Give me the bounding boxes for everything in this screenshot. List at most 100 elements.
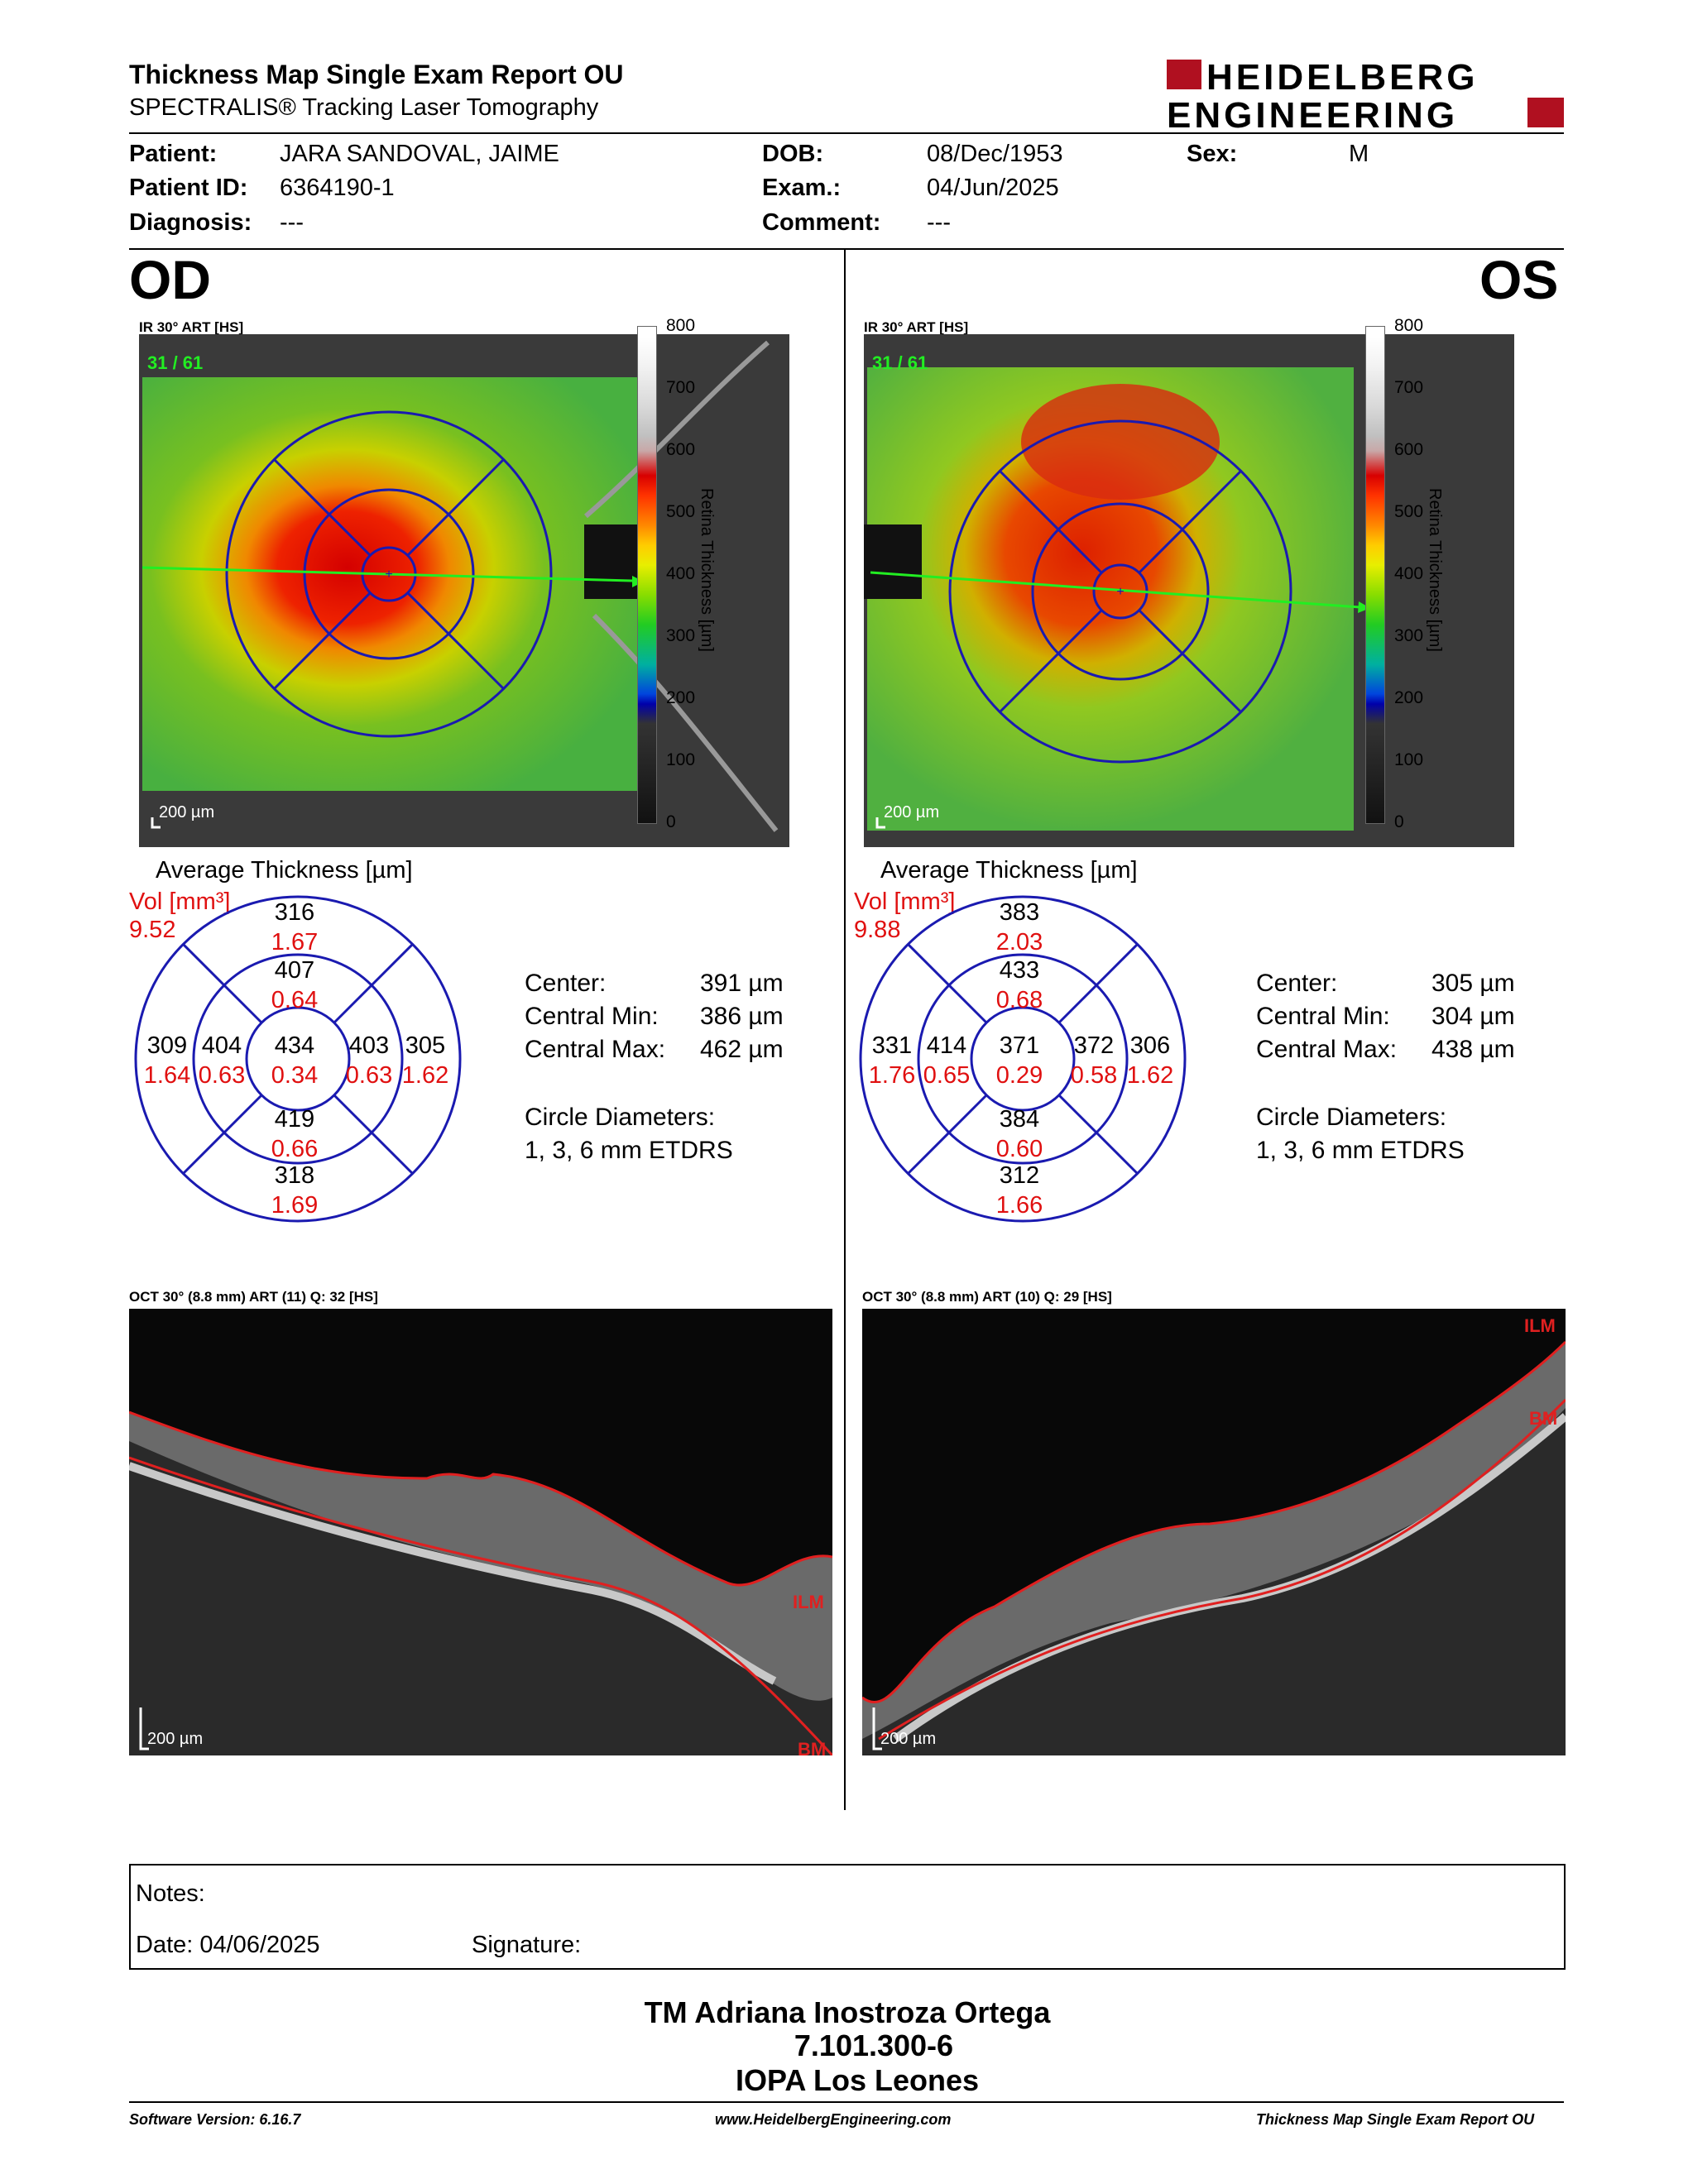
os-max-value: 438 µm (1431, 1036, 1515, 1063)
sex-value: M (1349, 141, 1369, 167)
os-outer-superior: 383 (1000, 899, 1039, 926)
os-tick: 700 (1394, 378, 1424, 397)
exam-label: Exam.: (762, 175, 842, 201)
os-outer-right: 306 (1130, 1032, 1170, 1059)
os-outer-inferior: 312 (1000, 1162, 1039, 1189)
os-tick: 500 (1394, 502, 1424, 521)
os-bm-line (878, 1398, 1566, 1741)
os-inner-right: 372 (1074, 1032, 1114, 1059)
os-diam-label: Circle Diameters: (1256, 1104, 1447, 1131)
od-ilm-label: ILM (793, 1592, 824, 1612)
footer-report-name: Thickness Map Single Exam Report OU (1256, 2111, 1535, 2128)
od-inner-superior-vol: 0.64 (271, 987, 318, 1013)
od-map-scale: 200 µm (159, 803, 214, 821)
exam-value: 04/Jun/2025 (927, 175, 1059, 201)
od-center: 434 (275, 1032, 314, 1059)
od-inner-inferior: 419 (275, 1106, 314, 1133)
report-subtitle: SPECTRALIS® Tracking Laser Tomography (129, 94, 599, 121)
os-min-label: Central Min: (1256, 1003, 1390, 1030)
od-inner-right-vol: 0.63 (346, 1062, 392, 1089)
signer-name: TM Adriana Inostroza Ortega (644, 1995, 1051, 2029)
os-inner-left-vol: 0.65 (923, 1062, 970, 1089)
diagnosis-label: Diagnosis: (129, 209, 252, 236)
comment-value: --- (927, 209, 951, 236)
os-inner-inferior-vol: 0.60 (996, 1136, 1043, 1162)
report-title: Thickness Map Single Exam Report OU (129, 60, 624, 89)
website-link[interactable]: www.HeidelbergEngineering.com (715, 2111, 952, 2128)
os-outer-left-vol: 1.76 (869, 1062, 915, 1089)
od-tick: 700 (666, 378, 696, 397)
os-vol-total: 9.88 (854, 917, 901, 943)
patient-divider (129, 248, 1564, 250)
od-ilm-line (129, 1410, 832, 1587)
logo-line1: HEIDELBERG (1206, 57, 1478, 98)
os-tick: 400 (1394, 564, 1424, 583)
os-colorbar-title: Retina Thickness [µm] (1426, 488, 1444, 652)
os-tick: 0 (1394, 812, 1404, 831)
os-center-value: 305 µm (1431, 970, 1515, 997)
od-tick: 400 (666, 564, 696, 583)
od-colorbar (637, 326, 657, 824)
od-diam-label: Circle Diameters: (525, 1104, 716, 1131)
os-oct-bscan: ILM BM 200 µm (862, 1309, 1566, 1755)
os-center: 371 (1000, 1032, 1039, 1059)
od-frame-counter: 31 / 61 (147, 352, 203, 373)
os-ilm-line (862, 1340, 1566, 1703)
od-min-label: Central Min: (525, 1003, 659, 1030)
od-vol-label: Vol [mm³] (129, 888, 231, 915)
eye-divider (844, 248, 846, 1810)
os-frame-counter: 31 / 61 (872, 352, 928, 373)
os-inner-left: 414 (927, 1032, 966, 1059)
od-tick: 0 (666, 812, 676, 831)
signer-institution: IOPA Los Leones (735, 2063, 980, 2097)
os-center-vol: 0.29 (996, 1062, 1043, 1089)
notes-date: Date: 04/06/2025 (136, 1932, 320, 1958)
od-inner-left-vol: 0.63 (199, 1062, 245, 1089)
diagnosis-value: --- (280, 209, 304, 236)
od-outer-right: 305 (405, 1032, 445, 1059)
heidelberg-logo: HEIDELBERG ENGINEERING (1167, 57, 1564, 132)
od-etdrs-grid: 316 1.67 407 0.64 309 1.64 404 0.63 434 … (134, 895, 462, 1223)
os-tick: 100 (1394, 750, 1424, 769)
logo-line2: ENGINEERING (1167, 95, 1458, 132)
os-map-scale: 200 µm (884, 803, 939, 821)
patient-id: 6364190-1 (280, 175, 395, 201)
signature-label: Signature: (472, 1932, 582, 1958)
comment-label: Comment: (762, 209, 881, 236)
os-map-outer-ring (948, 419, 1292, 764)
od-vol-total: 9.52 (129, 917, 176, 943)
os-avg-title: Average Thickness [µm] (880, 857, 1138, 884)
od-avg-title: Average Thickness [µm] (156, 857, 413, 884)
od-outer-inferior: 318 (275, 1162, 314, 1189)
od-tick: 200 (666, 688, 696, 707)
od-colorbar-title: Retina Thickness [µm] (698, 488, 716, 652)
dob-label: DOB: (762, 141, 824, 167)
os-outer-left: 331 (872, 1032, 912, 1059)
footer-divider (129, 2101, 1564, 2103)
os-inner-inferior: 384 (1000, 1106, 1039, 1133)
od-max-value: 462 µm (700, 1036, 784, 1063)
od-map-inner-ring (303, 488, 475, 660)
od-tick: 300 (666, 626, 696, 645)
os-eye-label: OS (1479, 249, 1559, 310)
od-bm-line (129, 1456, 832, 1755)
svg-text:+: + (385, 568, 392, 582)
od-tick: 100 (666, 750, 696, 769)
svg-text:+: + (1116, 585, 1124, 599)
os-outer-inferior-vol: 1.66 (996, 1192, 1043, 1219)
od-eye-label: OD (129, 249, 211, 310)
od-tick: 800 (666, 316, 696, 335)
od-outer-right-vol: 1.62 (402, 1062, 448, 1089)
os-map-inner-ring (1031, 502, 1210, 681)
os-outer-right-vol: 1.62 (1127, 1062, 1173, 1089)
header-divider (129, 132, 1564, 134)
notes-box: Notes: Date: 04/06/2025 Signature: (129, 1864, 1566, 1970)
software-version: Software Version: 6.16.7 (129, 2111, 301, 2128)
od-inner-superior: 407 (275, 957, 314, 984)
od-outer-left-vol: 1.64 (144, 1062, 190, 1089)
os-diam-value: 1, 3, 6 mm ETDRS (1256, 1137, 1465, 1164)
dob-value: 08/Dec/1953 (927, 141, 1063, 167)
os-tick: 600 (1394, 440, 1424, 459)
os-max-label: Central Max: (1256, 1036, 1398, 1063)
patient-name: JARA SANDOVAL, JAIME (280, 141, 559, 167)
